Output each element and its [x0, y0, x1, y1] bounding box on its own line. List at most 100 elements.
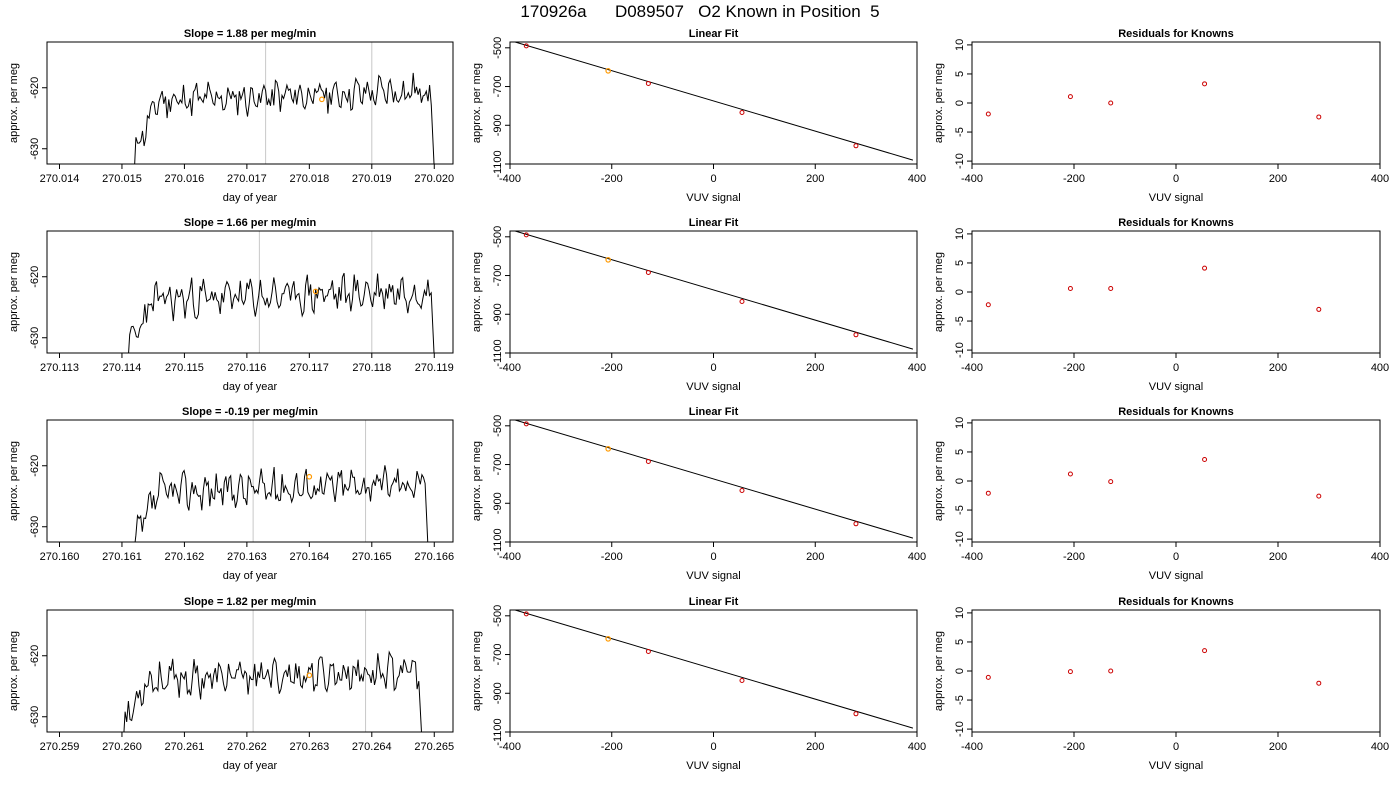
x-tick-label: 200: [1269, 551, 1287, 563]
data-point: [1108, 479, 1114, 485]
plot-frame: [971, 609, 1381, 733]
x-tick-label: 0: [1173, 362, 1179, 374]
x-tick-label: 400: [1371, 173, 1389, 185]
x-axis-label: VUV signal: [686, 192, 740, 204]
panel-title: Linear Fit: [689, 596, 739, 608]
x-tick-label: 400: [1371, 741, 1389, 753]
x-tick-label: 270.263: [289, 741, 329, 753]
x-tick-label: 400: [1371, 551, 1389, 563]
data-point: [739, 298, 745, 304]
y-tick-label: 10: [954, 417, 966, 429]
y-tick-label: -620: [29, 645, 41, 667]
x-tick-label: -400: [961, 362, 983, 374]
x-tick-label: -400: [499, 551, 521, 563]
x-tick-label: 270.019: [352, 173, 392, 185]
data-point: [985, 674, 991, 680]
highlight-point: [605, 68, 611, 74]
x-axis-label: VUV signal: [686, 381, 740, 393]
plot-frame: [509, 230, 918, 354]
y-tick-label: -10: [954, 342, 966, 358]
y-axis-label: approx. per meg: [471, 441, 483, 521]
data-point: [523, 421, 529, 427]
highlight-point: [605, 257, 611, 263]
y-axis-label: approx. per meg: [471, 631, 483, 711]
x-tick-label: 200: [806, 741, 824, 753]
y-axis-label: approx. per meg: [933, 252, 945, 332]
panel-residuals-row-1: Residuals for Knowns -400 -200 0 200 400 -10 -5…: [933, 28, 1389, 204]
y-axis-label: approx. per meg: [8, 441, 20, 521]
panel-linear-fit-row-3: Linear Fit -400 -200 0 200 400 -500 -700 -900 -11…: [471, 406, 926, 582]
x-tick-label: 270.017: [227, 173, 267, 185]
y-tick-label: -10: [954, 153, 966, 169]
data-point: [853, 521, 859, 527]
data-point: [853, 332, 859, 338]
y-tick-label: -700: [492, 76, 504, 98]
y-tick-label: -700: [492, 644, 504, 666]
data-point: [853, 143, 859, 149]
x-tick-label: -200: [1063, 551, 1085, 563]
data-point: [739, 487, 745, 493]
panel-residuals-row-4: Residuals for Knowns -400 -200 0 200 400 -10 -5…: [933, 596, 1389, 772]
panel-time-series-row-4: Slope = 1.82 per meg/min 270.259 270.260 27…: [8, 596, 454, 772]
x-tick-label: 200: [806, 551, 824, 563]
data-point: [985, 302, 991, 308]
y-tick-label: -900: [492, 303, 504, 325]
y-tick-label: -900: [492, 492, 504, 514]
y-tick-label: -1100: [492, 339, 504, 366]
x-tick-label: 200: [806, 362, 824, 374]
data-point: [1202, 265, 1208, 271]
x-tick-label: 270.262: [227, 741, 267, 753]
x-tick-label: 270.165: [352, 551, 392, 563]
panel-title: Slope = 1.88 per meg/min: [184, 28, 317, 40]
plot-frame: [46, 609, 454, 733]
fit-line: [514, 610, 914, 729]
x-axis-label: VUV signal: [1149, 760, 1203, 772]
data-point: [1202, 81, 1208, 87]
data-point: [523, 43, 529, 49]
x-tick-label: 270.119: [415, 362, 454, 374]
y-tick-label: 10: [954, 228, 966, 240]
y-tick-label: 0: [954, 668, 966, 674]
panel-title: Linear Fit: [689, 28, 739, 40]
x-tick-label: 270.020: [414, 173, 454, 185]
panel-residuals-row-2: Residuals for Knowns -400 -200 0 200 400 -10 -5…: [933, 217, 1389, 393]
x-tick-label: 270.164: [289, 551, 329, 563]
y-tick-label: 5: [954, 639, 966, 645]
panel-time-series-row-1: Slope = 1.88 per meg/min 270.014 270.015 27…: [8, 28, 454, 204]
x-axis-label: VUV signal: [686, 760, 740, 772]
y-tick-label: -10: [954, 531, 966, 547]
x-axis-label: day of year: [223, 760, 278, 772]
y-tick-label: -630: [29, 516, 41, 538]
y-axis-label: approx. per meg: [471, 63, 483, 143]
x-tick-label: 200: [1269, 173, 1287, 185]
data-point: [645, 458, 651, 464]
x-tick-label: 270.264: [352, 741, 392, 753]
y-tick-label: -630: [29, 327, 41, 349]
x-tick-label: 0: [710, 173, 716, 185]
x-tick-label: 270.265: [414, 741, 454, 753]
y-axis-label: approx. per meg: [8, 252, 20, 332]
x-tick-label: -400: [499, 741, 521, 753]
y-axis-label: approx. per meg: [8, 63, 20, 143]
data-point: [1067, 94, 1073, 100]
y-tick-label: -500: [492, 37, 504, 59]
data-point: [523, 611, 529, 617]
y-tick-label: -900: [492, 114, 504, 136]
y-tick-label: -620: [29, 266, 41, 288]
x-tick-label: 400: [908, 551, 926, 563]
signal-line: [123, 650, 422, 732]
plot-frame: [46, 41, 454, 165]
data-point: [1108, 100, 1114, 106]
x-tick-label: -200: [1063, 741, 1085, 753]
x-tick-label: -200: [601, 362, 623, 374]
x-tick-label: -400: [499, 173, 521, 185]
y-tick-label: -500: [492, 605, 504, 627]
data-point: [1316, 493, 1322, 499]
x-axis-label: day of year: [223, 192, 278, 204]
x-tick-label: 400: [908, 741, 926, 753]
data-point: [1108, 286, 1114, 292]
plot-frame: [509, 41, 918, 165]
x-axis-label: VUV signal: [1149, 192, 1203, 204]
x-tick-label: 0: [1173, 551, 1179, 563]
y-tick-label: -5: [954, 316, 966, 326]
